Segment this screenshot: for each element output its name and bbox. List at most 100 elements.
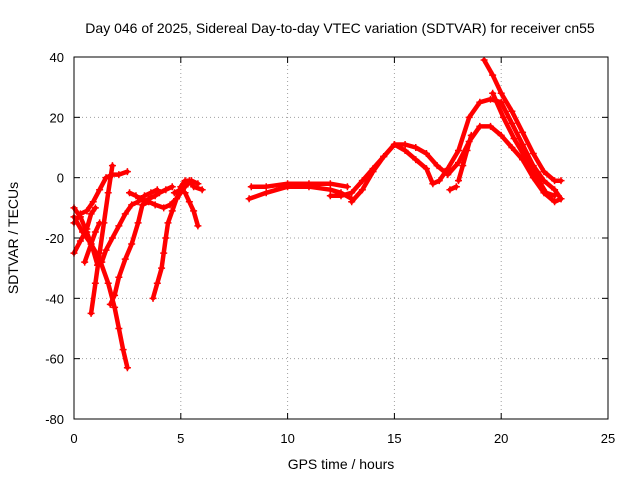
data-point: [115, 325, 123, 332]
series-sat-e: [87, 162, 116, 317]
data-point: [79, 228, 87, 236]
data-point: [168, 183, 176, 191]
y-tick-label: -60: [45, 352, 64, 367]
data-point: [132, 192, 140, 200]
data-point: [181, 189, 189, 197]
data-point: [96, 249, 104, 257]
data-point: [529, 150, 537, 158]
y-tick-label: 40: [50, 50, 64, 65]
series-sat-m: [247, 180, 351, 191]
data-point: [104, 189, 112, 197]
data-point: [87, 210, 95, 218]
data-point: [190, 207, 198, 215]
data-point: [140, 192, 148, 200]
data-point: [162, 234, 170, 242]
data-point: [96, 219, 104, 227]
data-point: [87, 240, 95, 248]
data-point: [497, 89, 505, 97]
data-point: [98, 258, 106, 266]
data-point: [147, 189, 155, 197]
series-sat-i: [149, 177, 206, 302]
data-point: [446, 186, 454, 194]
axis-ticks: 0 5 10 15 20 25 -80 -60 -40 -20 0 20 40: [45, 50, 615, 446]
data-point: [463, 147, 471, 155]
data-point: [401, 140, 409, 148]
data-point: [89, 198, 97, 206]
data-point: [162, 186, 170, 194]
data-point: [115, 273, 123, 281]
series-sat-b: [70, 204, 99, 257]
data-point: [168, 207, 176, 215]
data-point: [91, 279, 99, 287]
series-sat-h: [98, 186, 161, 266]
data-point: [480, 56, 488, 64]
data-point: [489, 89, 497, 97]
data-point: [190, 183, 198, 191]
data-point: [326, 180, 334, 188]
data-point: [521, 153, 529, 161]
data-point: [508, 144, 516, 151]
data-point: [508, 119, 516, 127]
data-point: [465, 113, 473, 121]
data-point: [134, 219, 142, 227]
y-tick-label: 20: [50, 110, 64, 125]
data-point: [121, 255, 129, 263]
data-point: [489, 71, 497, 79]
data-point: [497, 131, 505, 139]
data-point: [111, 291, 119, 299]
data-point: [452, 183, 460, 191]
data-point: [369, 168, 377, 176]
data-point: [155, 189, 163, 197]
data-point: [510, 134, 518, 142]
x-axis-label: GPS time / hours: [288, 456, 395, 472]
data-point: [284, 180, 292, 188]
data-point: [185, 177, 193, 185]
data-point: [444, 171, 452, 179]
x-tick-label: 25: [601, 431, 615, 446]
data-point: [247, 183, 255, 191]
data-point: [119, 346, 127, 354]
data-point: [459, 162, 467, 170]
data-point: [136, 195, 144, 203]
grid-layer: [74, 57, 608, 419]
data-point: [83, 207, 91, 215]
data-point: [454, 177, 462, 185]
data-point: [454, 159, 462, 167]
data-point: [499, 113, 507, 121]
y-tick-label: -80: [45, 412, 64, 427]
data-point: [96, 186, 104, 194]
series-sat-s: [446, 183, 460, 194]
data-point: [487, 122, 495, 130]
x-tick-label: 10: [280, 431, 294, 446]
data-point: [358, 186, 366, 194]
data-point: [83, 225, 91, 233]
data-point: [145, 195, 153, 203]
series-sat-j: [126, 183, 176, 206]
data-point: [305, 180, 313, 188]
chart-title: Day 046 of 2025, Sidereal Day-to-day VTE…: [85, 20, 595, 36]
data-point: [115, 171, 123, 179]
data-point: [540, 177, 548, 185]
data-point: [531, 171, 539, 179]
data-point: [115, 222, 123, 230]
data-point: [476, 122, 484, 130]
data-point: [551, 192, 559, 200]
data-point: [76, 237, 84, 245]
data-point: [123, 364, 131, 372]
data-point: [126, 189, 134, 197]
data-point: [262, 183, 270, 191]
x-tick-label: 0: [70, 431, 77, 446]
data-point: [557, 195, 565, 203]
data-point: [540, 168, 548, 176]
series-sat-r: [489, 89, 559, 200]
data-point: [108, 162, 116, 170]
data-point: [151, 201, 159, 209]
data-point: [123, 168, 131, 176]
data-point: [108, 234, 116, 242]
x-tick-label: 15: [387, 431, 401, 446]
data-point: [194, 222, 202, 230]
y-tick-label: -40: [45, 291, 64, 306]
data-point: [551, 186, 559, 194]
data-point: [177, 186, 185, 194]
